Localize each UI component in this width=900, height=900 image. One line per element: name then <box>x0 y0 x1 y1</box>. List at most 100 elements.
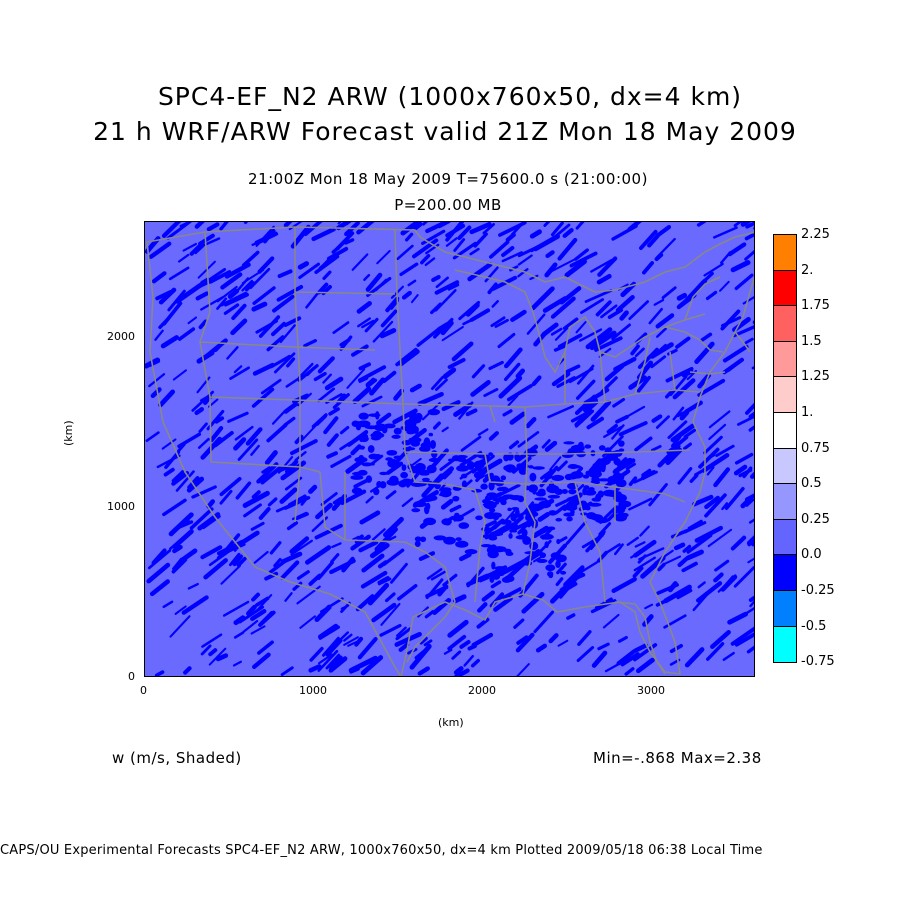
velocity-streak <box>202 394 213 405</box>
velocity-streak <box>706 642 725 661</box>
velocity-streak <box>250 521 265 531</box>
velocity-streak <box>676 293 697 310</box>
velocity-streak <box>171 471 190 486</box>
velocity-streak <box>224 262 251 279</box>
velocity-streak <box>326 433 339 447</box>
velocity-streak <box>745 498 754 507</box>
velocity-streak <box>517 268 529 278</box>
velocity-streak <box>458 552 472 562</box>
velocity-streak <box>321 636 340 657</box>
velocity-streak <box>296 570 310 580</box>
velocity-streak <box>252 652 271 670</box>
velocity-streak <box>366 276 392 298</box>
velocity-streak <box>617 457 628 468</box>
velocity-blob <box>602 489 616 497</box>
velocity-streak <box>279 487 298 504</box>
velocity-streak <box>639 525 650 537</box>
velocity-streak <box>169 543 177 550</box>
velocity-blob <box>401 464 407 471</box>
velocity-streak <box>379 623 402 637</box>
velocity-streak <box>411 457 422 466</box>
velocity-streak <box>713 226 738 239</box>
velocity-streak <box>331 542 342 549</box>
velocity-streak <box>385 490 397 500</box>
velocity-streak <box>343 636 359 646</box>
velocity-streak <box>317 653 333 665</box>
velocity-streak <box>318 625 340 640</box>
velocity-streak <box>380 309 398 328</box>
velocity-streak <box>612 397 626 408</box>
velocity-blob <box>488 452 494 457</box>
velocity-streak <box>284 592 293 602</box>
velocity-streak <box>607 511 617 522</box>
velocity-streak <box>209 267 227 281</box>
velocity-blob <box>511 506 520 511</box>
colorbar-level-label: 1.75 <box>801 298 830 314</box>
velocity-blob <box>582 474 590 479</box>
velocity-streak <box>722 357 744 375</box>
velocity-streak <box>417 666 430 676</box>
velocity-streak <box>740 606 754 618</box>
velocity-streak <box>300 496 309 506</box>
velocity-streak <box>423 639 433 647</box>
velocity-streak <box>577 630 592 646</box>
velocity-blob <box>359 445 365 450</box>
velocity-streak <box>189 507 214 530</box>
velocity-streak <box>289 536 310 554</box>
velocity-streak <box>208 270 232 284</box>
velocity-streak <box>657 444 681 468</box>
colorbar-swatch <box>774 590 796 627</box>
velocity-streak <box>324 376 344 391</box>
velocity-streak <box>314 523 343 540</box>
velocity-blob <box>529 472 537 482</box>
velocity-streak <box>443 648 453 655</box>
velocity-streak <box>417 391 444 406</box>
velocity-blob <box>596 460 609 466</box>
velocity-streak <box>624 667 635 676</box>
velocity-streak <box>236 556 247 568</box>
velocity-streak <box>418 551 436 561</box>
velocity-streak <box>449 504 462 513</box>
velocity-blob <box>561 489 568 494</box>
velocity-streak <box>328 656 348 673</box>
velocity-streak <box>198 319 208 330</box>
velocity-blob <box>588 502 602 507</box>
velocity-streak <box>269 541 282 555</box>
velocity-blob <box>413 500 427 508</box>
velocity-streak <box>565 521 587 545</box>
velocity-streak <box>473 232 488 248</box>
x-tick-label: 1000 <box>299 684 327 697</box>
velocity-streak <box>318 254 337 271</box>
velocity-streak <box>237 438 259 461</box>
state-lines-west <box>199 227 406 523</box>
colorbar-swatch <box>774 484 796 520</box>
y-tick-label: 0 <box>128 670 135 683</box>
velocity-streak <box>241 250 260 267</box>
variable-label: w (m/s, Shaded) <box>112 749 242 767</box>
velocity-streak <box>435 378 448 391</box>
velocity-streak <box>426 568 443 580</box>
velocity-blob <box>379 471 389 476</box>
velocity-streak <box>465 408 478 417</box>
velocity-streak <box>172 369 187 381</box>
velocity-streak <box>596 273 612 285</box>
velocity-streak <box>533 233 561 252</box>
velocity-streak <box>255 319 279 334</box>
velocity-blob <box>578 441 584 449</box>
velocity-blob <box>374 411 380 420</box>
velocity-streak <box>377 560 388 569</box>
velocity-streak <box>615 414 629 424</box>
velocity-streak <box>276 285 304 302</box>
velocity-streak <box>628 497 653 511</box>
velocity-streak <box>158 316 170 330</box>
velocity-streak <box>168 266 190 281</box>
velocity-blob <box>511 529 518 533</box>
velocity-streak <box>557 639 569 647</box>
velocity-blob <box>618 448 625 452</box>
velocity-streak <box>543 222 551 227</box>
velocity-streak <box>146 562 171 584</box>
velocity-blob <box>503 464 516 472</box>
velocity-streak <box>550 222 564 237</box>
velocity-streak <box>465 302 480 317</box>
velocity-streak <box>547 405 575 419</box>
